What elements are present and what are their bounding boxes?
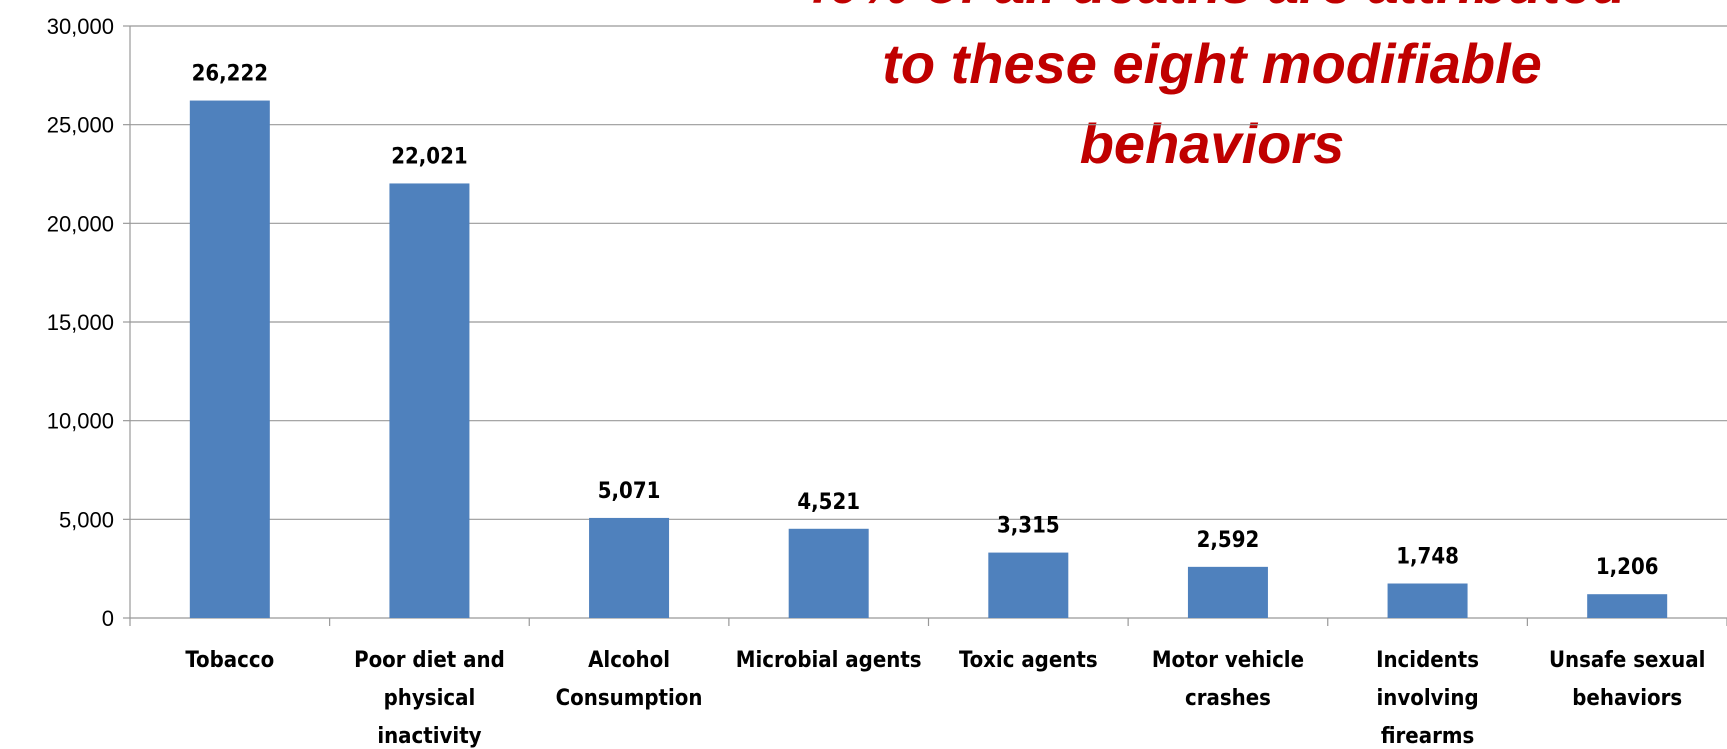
x-tick-label: Poor diet and physical inactivity	[354, 648, 505, 749]
bar	[189, 100, 270, 618]
bar	[389, 183, 470, 618]
x-tick-label: Tobacco	[185, 648, 274, 673]
y-tick-label: 20,000	[47, 211, 114, 236]
x-tick-label: Microbial agents	[736, 648, 922, 673]
data-label: 1,748	[1396, 545, 1459, 570]
y-tick-label: 10,000	[47, 409, 114, 434]
bar	[988, 552, 1069, 618]
data-label: 26,222	[192, 62, 268, 87]
data-label: 2,592	[1197, 528, 1260, 553]
x-tick-label: Alcohol Consumption	[556, 648, 703, 711]
chart-title: behaviors	[1080, 112, 1345, 175]
bar	[1187, 566, 1268, 618]
bar	[788, 528, 869, 618]
y-tick-label: 15,000	[47, 310, 114, 335]
x-tick-label: Incidents involving firearms	[1376, 648, 1479, 749]
chart-title: to these eight modifiable	[882, 32, 1542, 95]
y-tick-label: 25,000	[47, 113, 114, 138]
x-tick-label: Motor vehicle crashes	[1152, 648, 1304, 711]
data-label: 5,071	[598, 479, 661, 504]
data-label: 4,521	[797, 490, 860, 515]
bar	[1387, 583, 1468, 618]
x-tick-label: Toxic agents	[959, 648, 1098, 673]
x-tick-label: Unsafe sexual behaviors	[1549, 648, 1705, 711]
bar	[589, 517, 670, 618]
y-tick-label: 30,000	[47, 14, 114, 39]
data-label: 1,206	[1596, 555, 1659, 580]
data-label: 22,021	[391, 144, 467, 169]
y-tick-label: 5,000	[59, 507, 114, 532]
bar	[1587, 594, 1668, 618]
chart-title: 40% of all deaths are attributed	[797, 0, 1628, 15]
data-label: 3,315	[997, 514, 1060, 539]
y-tick-label: 0	[102, 606, 114, 631]
